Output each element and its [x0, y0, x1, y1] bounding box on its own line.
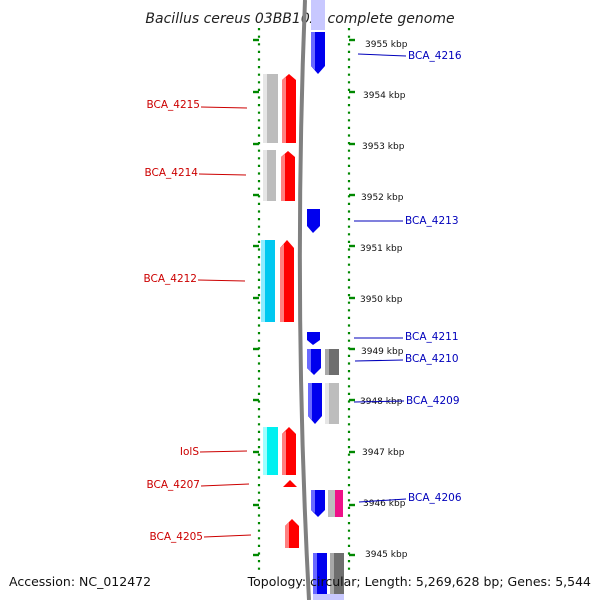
kbp-tick-3950: 3950 kbp: [360, 295, 403, 305]
kbp-tick-3953: 3953 kbp: [362, 142, 405, 152]
highlight: [325, 349, 329, 375]
right-labels: BCA_4216 BCA_4213 BCA_4211 BCA_4210 BCA_…: [353, 50, 462, 504]
highlight: [307, 349, 311, 372]
kbp-tick-3946: 3946 kbp: [363, 499, 406, 509]
left-labels: BCA_4215 BCA_4214 BCA_4212 IolS BCA_4207…: [143, 99, 252, 543]
leader-line: [357, 53, 407, 57]
right-gene-features: [307, 0, 344, 600]
highlight: [263, 74, 267, 143]
left-gene-features: [261, 74, 299, 548]
gene-box-top-light[interactable]: [311, 0, 325, 30]
gene-label-bca-4215[interactable]: BCA_4215: [146, 99, 200, 111]
gene-label-bca-4205[interactable]: BCA_4205: [149, 531, 203, 543]
highlight: [280, 244, 284, 322]
kbp-tick-3949: 3949 kbp: [361, 347, 404, 357]
highlight: [313, 553, 317, 600]
kbp-tick-3951: 3951 kbp: [360, 244, 403, 254]
leader-line: [200, 106, 248, 109]
gene-label-iols[interactable]: IolS: [180, 446, 199, 458]
gene-label-bca-4209[interactable]: BCA_4209: [406, 395, 460, 407]
left-major-ticks: [253, 38, 259, 557]
gene-label-bca-4207[interactable]: BCA_4207: [146, 479, 200, 491]
gene-arrow-4213[interactable]: [307, 209, 320, 233]
highlight: [282, 431, 286, 475]
kbp-tick-3947: 3947 kbp: [362, 448, 405, 458]
highlight: [263, 150, 267, 201]
gene-arrow-4211[interactable]: [307, 332, 320, 345]
highlight: [325, 383, 329, 424]
right-major-ticks: [349, 38, 355, 557]
leader-line: [203, 534, 252, 538]
highlight: [311, 490, 315, 513]
gene-label-bca-4214[interactable]: BCA_4214: [144, 167, 198, 179]
highlight: [261, 240, 265, 322]
accession-text: Accession: NC_012472: [9, 574, 151, 589]
leader-line: [197, 279, 246, 282]
leader-line: [354, 359, 404, 362]
leader-line: [200, 483, 250, 487]
gene-label-bca-4211[interactable]: BCA_4211: [405, 331, 459, 343]
genome-backbone: [297, 0, 311, 600]
gene-box-4206-magenta[interactable]: [335, 490, 343, 517]
kbp-tick-3954: 3954 kbp: [363, 91, 406, 101]
topology-text: Topology: circular; Length: 5,269,628 bp…: [247, 574, 591, 589]
map-title: Bacillus cereus 03BB102, complete genome: [145, 11, 454, 27]
highlight: [311, 32, 315, 70]
gene-arrow-4207[interactable]: [283, 480, 297, 487]
highlight: [281, 154, 285, 201]
kbp-tick-3955: 3955 kbp: [365, 40, 408, 50]
gene-label-bca-4206[interactable]: BCA_4206: [408, 492, 462, 504]
highlight: [308, 383, 312, 420]
highlight: [282, 77, 286, 143]
gene-label-bca-4212[interactable]: BCA_4212: [143, 273, 197, 285]
leader-line: [199, 450, 248, 453]
leader-line: [353, 400, 405, 403]
gene-box-4206-gray[interactable]: [328, 490, 335, 517]
kbp-tick-3952: 3952 kbp: [361, 193, 404, 203]
kbp-tick-3948: 3948 kbp: [360, 397, 403, 407]
leader-line: [198, 173, 247, 176]
gene-label-bca-4216[interactable]: BCA_4216: [408, 50, 462, 62]
gene-label-bca-4213[interactable]: BCA_4213: [405, 215, 459, 227]
kbp-tick-3945: 3945 kbp: [365, 550, 408, 560]
leader-line: [358, 498, 407, 503]
gene-box-bottom-light: [313, 594, 344, 600]
highlight: [285, 522, 289, 548]
highlight: [263, 427, 267, 475]
highlight: [330, 553, 334, 600]
gene-label-bca-4210[interactable]: BCA_4210: [405, 353, 459, 365]
